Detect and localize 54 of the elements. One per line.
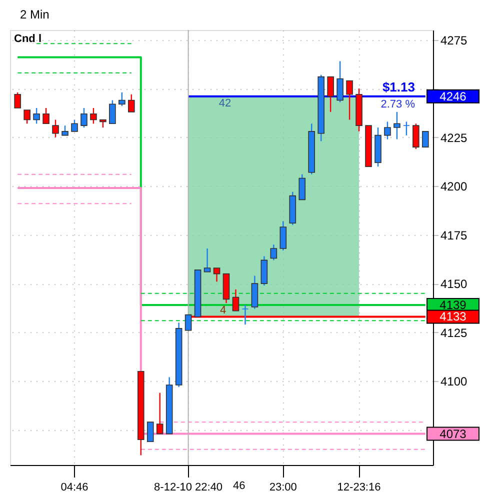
candlestick (412, 123, 420, 150)
candlestick (109, 100, 116, 124)
x-tick-label: 23:00 (269, 482, 297, 494)
candlestick (280, 220, 287, 252)
candlestick (422, 131, 429, 148)
candlestick (62, 124, 68, 136)
candlestick (146, 422, 154, 442)
y-tick-label: 4125 (440, 326, 468, 340)
data-label: 4139 (440, 298, 467, 312)
candlestick (204, 248, 211, 272)
candlestick (80, 107, 88, 128)
annotation: 42 (218, 97, 232, 110)
annotation: $1.13 (382, 79, 415, 94)
y-tick-label: 4225 (440, 130, 468, 145)
candlestick (270, 244, 278, 261)
candlestick (90, 107, 97, 124)
candlestick (403, 121, 410, 136)
y-tick-label: 4150 (440, 277, 468, 292)
candlestick (14, 92, 21, 109)
x-tick-label: 8-12-10 22:40 (154, 482, 223, 494)
annotation: Cnd l (14, 33, 42, 45)
candlestick (184, 314, 192, 331)
candlestick (384, 121, 391, 140)
candlestick (251, 275, 258, 310)
candlestick (128, 94, 135, 113)
data-label: 4133 (440, 310, 467, 324)
y-tick-label: 4100 (440, 374, 468, 389)
candlestick (327, 76, 334, 113)
candlestick (33, 107, 40, 124)
y-tick-label: 4200 (440, 180, 468, 194)
candlestick (71, 119, 78, 132)
candlestick (394, 111, 400, 140)
x-tick-label: 04:46 (60, 482, 88, 494)
candlestick (298, 174, 306, 200)
data-label: 4073 (440, 426, 467, 441)
text: 46 (233, 480, 246, 492)
candlestick (346, 80, 353, 120)
data-label: 4246 (440, 89, 467, 104)
x-tick-label: 12-23:16 (337, 482, 381, 494)
candlestick (213, 267, 220, 282)
candlestick (336, 60, 344, 103)
candlestick (42, 107, 50, 124)
candlestick (260, 256, 268, 286)
candlestick (118, 92, 126, 107)
candlestick (242, 304, 249, 326)
candlestick (156, 392, 164, 434)
chart-title: 2 Min (20, 8, 50, 22)
annotation: 4 (220, 304, 226, 317)
candlestick (232, 288, 240, 312)
annotation: 2.73 % (380, 98, 416, 110)
candlestick (24, 109, 30, 124)
y-tick-label: 4275 (440, 33, 468, 48)
candlestick (52, 119, 59, 138)
y-tick-label: 4175 (440, 228, 468, 242)
